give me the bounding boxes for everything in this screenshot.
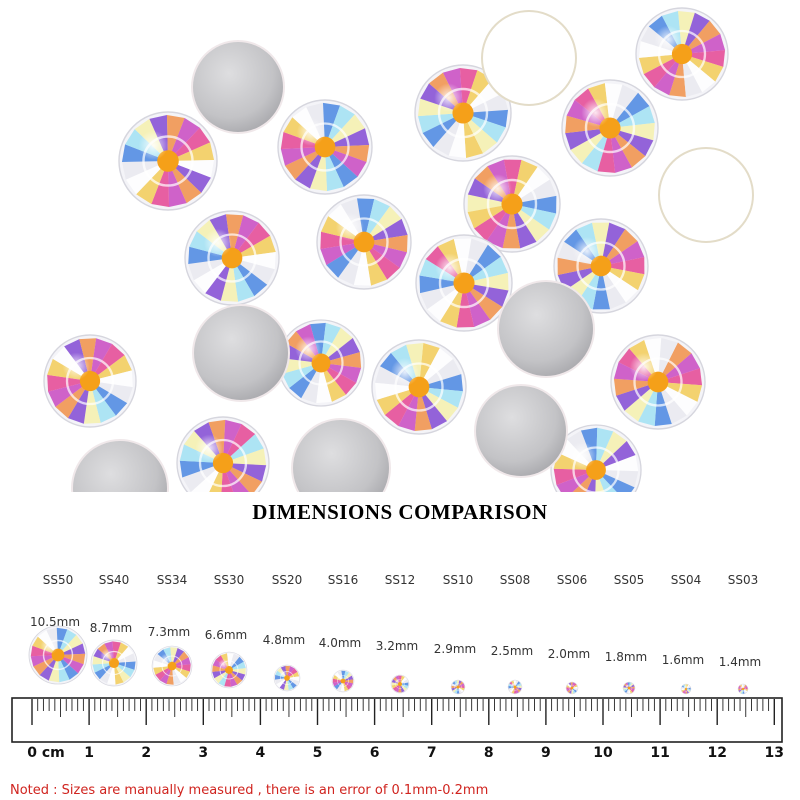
size-mm-label: 7.3mm [148, 625, 190, 639]
size-code-labels: SS50 SS40 SS34 SS30 SS20 SS16 SS12 SS10 SS08 SS06… [43, 573, 759, 587]
measurement-note: Noted : Sizes are manually measured , th… [10, 783, 489, 798]
size-comparison-chart: SS50 SS40 SS34 SS30 SS20 SS16 SS12 SS10 SS08 SS06… [0, 560, 800, 775]
size-mm-labels: 10.5mm 8.7mm 7.3mm 6.6mm 4.8mm 4.0mm 3.2mm 2.9m… [30, 615, 761, 669]
ruler-label: 8 [484, 745, 494, 761]
ruler-label: 13 [765, 745, 784, 761]
crystal-icon [680, 683, 692, 695]
flat-back-icon [474, 384, 568, 478]
crystal-icon [610, 334, 706, 430]
ruler-label: 9 [541, 745, 551, 761]
crystal-icon [450, 679, 466, 695]
size-code-label: SS06 [557, 573, 588, 587]
size-mm-label: 2.0mm [548, 647, 590, 661]
ruler-label: 10 [593, 745, 613, 761]
crystal-icon [390, 674, 410, 694]
crystal-icon [184, 210, 280, 306]
size-mm-label: 1.4mm [719, 655, 761, 669]
flat-back-icon [497, 280, 595, 378]
ruler-label: 6 [370, 745, 380, 761]
ruler-label: 3 [198, 745, 208, 761]
flat-back-icon [71, 439, 169, 492]
crystal-icon [118, 111, 218, 211]
crystal-icon [43, 334, 137, 428]
flat-back-icon [481, 10, 577, 106]
size-code-label: SS50 [43, 573, 74, 587]
size-code-label: SS04 [671, 573, 702, 587]
flat-back-icon [658, 147, 754, 243]
crystal-icon [210, 651, 248, 689]
crystal-icon [561, 79, 659, 177]
crystal-icon [550, 424, 642, 492]
crystal-icon [507, 679, 523, 695]
crystal-icon [463, 155, 561, 253]
size-code-label: SS40 [99, 573, 130, 587]
crystal-icon [371, 339, 467, 435]
ruler-label: 12 [707, 745, 726, 761]
crystal-icon [331, 669, 355, 693]
size-code-label: SS08 [500, 573, 531, 587]
crystal-icon [622, 681, 636, 695]
size-code-label: SS34 [157, 573, 188, 587]
ruler-label: 0 cm [27, 745, 65, 761]
crystal-icon [553, 218, 649, 314]
ruler: 0 cm 1 2 3 4 5 6 7 8 9 10 11 12 13 [11, 697, 784, 761]
crystal-icon [151, 645, 193, 687]
size-code-label: SS16 [328, 573, 359, 587]
crystal-icon [277, 99, 373, 195]
crystal-samples [28, 625, 749, 695]
size-code-label: SS20 [272, 573, 303, 587]
product-photo [43, 7, 754, 492]
size-code-label: SS05 [614, 573, 645, 587]
size-mm-label: 10.5mm [30, 615, 80, 629]
size-code-label: SS12 [385, 573, 416, 587]
ruler-label: 4 [256, 745, 266, 761]
flat-back-icon [191, 40, 285, 134]
crystal-icon [565, 681, 579, 695]
flat-back-icon [291, 418, 391, 492]
size-mm-label: 1.6mm [662, 653, 704, 667]
ruler-label: 1 [84, 745, 94, 761]
size-code-label: SS03 [728, 573, 759, 587]
size-mm-label: 4.8mm [263, 633, 305, 647]
ruler-label: 2 [141, 745, 151, 761]
crystal-icon [414, 64, 512, 162]
size-mm-label: 1.8mm [605, 650, 647, 664]
size-mm-label: 2.5mm [491, 644, 533, 658]
size-mm-label: 6.6mm [205, 628, 247, 642]
crystal-icon [176, 416, 270, 492]
size-code-label: SS30 [214, 573, 245, 587]
crystal-icon [28, 625, 88, 685]
crystal-icon [635, 7, 729, 101]
section-title: DIMENSIONS COMPARISON [252, 500, 548, 524]
crystal-icon [316, 194, 412, 290]
ruler-label: 11 [650, 745, 669, 761]
size-mm-label: 4.0mm [319, 636, 361, 650]
crystal-icon [90, 639, 138, 687]
size-mm-label: 8.7mm [90, 621, 132, 635]
size-code-label: SS10 [443, 573, 474, 587]
crystal-icon [737, 683, 749, 695]
size-mm-label: 3.2mm [376, 639, 418, 653]
flat-back-icon [192, 304, 290, 402]
crystal-icon [273, 664, 301, 692]
size-mm-label: 2.9mm [434, 642, 476, 656]
crystal-icon [277, 319, 365, 407]
ruler-label: 5 [313, 745, 323, 761]
ruler-label: 7 [427, 745, 437, 761]
crystal-icon [415, 234, 513, 332]
